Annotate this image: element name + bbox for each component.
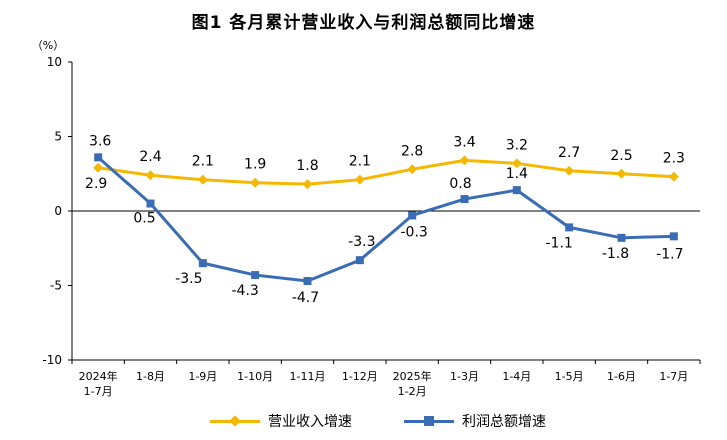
data-label-profit: -0.3 — [401, 224, 428, 240]
x-tick-label: 1-11月 — [290, 370, 326, 383]
data-point-revenue — [564, 165, 575, 176]
data-label-profit: -4.3 — [232, 283, 259, 299]
data-label-profit: -3.3 — [348, 234, 375, 250]
data-point-revenue — [511, 158, 522, 169]
x-tick-label: 1-3月 — [450, 370, 479, 383]
data-label-profit: -4.7 — [292, 290, 319, 306]
data-label-revenue: 3.4 — [453, 134, 475, 150]
data-point-revenue — [407, 164, 418, 175]
data-label-revenue: 2.9 — [85, 176, 107, 192]
data-label-profit: -1.7 — [656, 246, 683, 262]
data-point-profit — [617, 233, 626, 242]
x-tick-label: 1-8月 — [136, 370, 165, 383]
data-label-profit: 1.4 — [506, 166, 528, 182]
data-point-profit — [460, 195, 469, 204]
x-tick-label: 1-12月 — [342, 370, 378, 383]
data-label-profit: 0.8 — [449, 176, 471, 192]
legend-label-profit: 利润总额增速 — [462, 414, 546, 430]
data-label-revenue: 1.9 — [244, 157, 266, 173]
data-label-revenue: 1.8 — [296, 158, 318, 174]
data-label-revenue: 2.4 — [139, 149, 161, 165]
x-tick-label: 1-7月 — [659, 370, 688, 383]
data-point-revenue — [145, 170, 156, 181]
y-tick-label: 0 — [54, 204, 62, 218]
data-point-profit — [146, 199, 155, 208]
data-point-profit — [355, 256, 364, 265]
data-point-revenue — [459, 155, 470, 166]
series-line-revenue — [97, 158, 674, 186]
data-point-profit — [669, 232, 678, 241]
y-tick-label: 5 — [54, 130, 62, 144]
data-point-profit — [94, 153, 103, 162]
x-tick-label: 1-9月 — [188, 370, 217, 383]
data-label-revenue: 2.1 — [349, 154, 371, 170]
data-point-revenue — [616, 168, 627, 179]
data-label-revenue: 3.2 — [506, 137, 528, 153]
legend-item-revenue[interactable]: 营业收入增速 — [210, 411, 352, 431]
data-point-profit — [198, 259, 207, 268]
data-label-revenue: 2.5 — [610, 148, 632, 164]
data-point-revenue — [302, 179, 313, 190]
data-point-revenue — [197, 174, 208, 185]
legend-label-revenue: 营业收入增速 — [268, 414, 352, 430]
data-point-profit — [512, 186, 521, 195]
x-tick-label: 1-7月 — [84, 385, 113, 398]
data-label-profit: -1.8 — [602, 246, 629, 262]
y-tick-label: -5 — [50, 279, 62, 293]
x-tick-label: 1-5月 — [555, 370, 584, 383]
x-tick-label: 1-4月 — [502, 370, 531, 383]
data-point-profit — [251, 271, 260, 280]
x-tick-label: 1-2月 — [398, 385, 427, 398]
data-label-profit: 0.5 — [133, 211, 155, 227]
data-point-revenue — [250, 177, 261, 188]
data-point-revenue — [354, 174, 365, 185]
y-axis-unit: （%） — [32, 39, 64, 52]
y-tick-label: 10 — [47, 55, 62, 69]
data-label-profit: -1.1 — [546, 235, 573, 251]
y-tick-label: -10 — [42, 353, 62, 367]
x-tick-label: 1-6月 — [607, 370, 636, 383]
data-point-profit — [303, 277, 312, 286]
data-label-profit: 3.6 — [89, 133, 111, 149]
data-label-revenue: 2.3 — [663, 151, 685, 167]
diamond-marker-icon — [229, 415, 241, 427]
x-tick-label: 2025年 — [393, 369, 432, 383]
legend-swatch-revenue — [210, 414, 260, 428]
data-point-profit — [408, 211, 417, 220]
chart-legend: 营业收入增速 利润总额增速 — [210, 410, 630, 432]
data-point-revenue — [93, 162, 104, 173]
data-point-profit — [565, 223, 574, 232]
data-label-revenue: 2.7 — [558, 145, 580, 161]
square-marker-icon — [424, 416, 434, 426]
series-line-profit — [97, 156, 674, 283]
legend-swatch-profit — [404, 414, 454, 428]
x-tick-label: 2024年 — [79, 369, 118, 383]
legend-item-profit[interactable]: 利润总额增速 — [404, 411, 546, 431]
x-tick-label: 1-10月 — [237, 370, 273, 383]
data-label-revenue: 2.8 — [401, 143, 423, 159]
chart-title: 图1 各月累计营业收入与利润总额同比增速 — [191, 13, 536, 33]
data-label-revenue: 2.1 — [192, 154, 214, 170]
data-label-profit: -3.5 — [175, 271, 202, 287]
data-point-revenue — [668, 171, 679, 182]
